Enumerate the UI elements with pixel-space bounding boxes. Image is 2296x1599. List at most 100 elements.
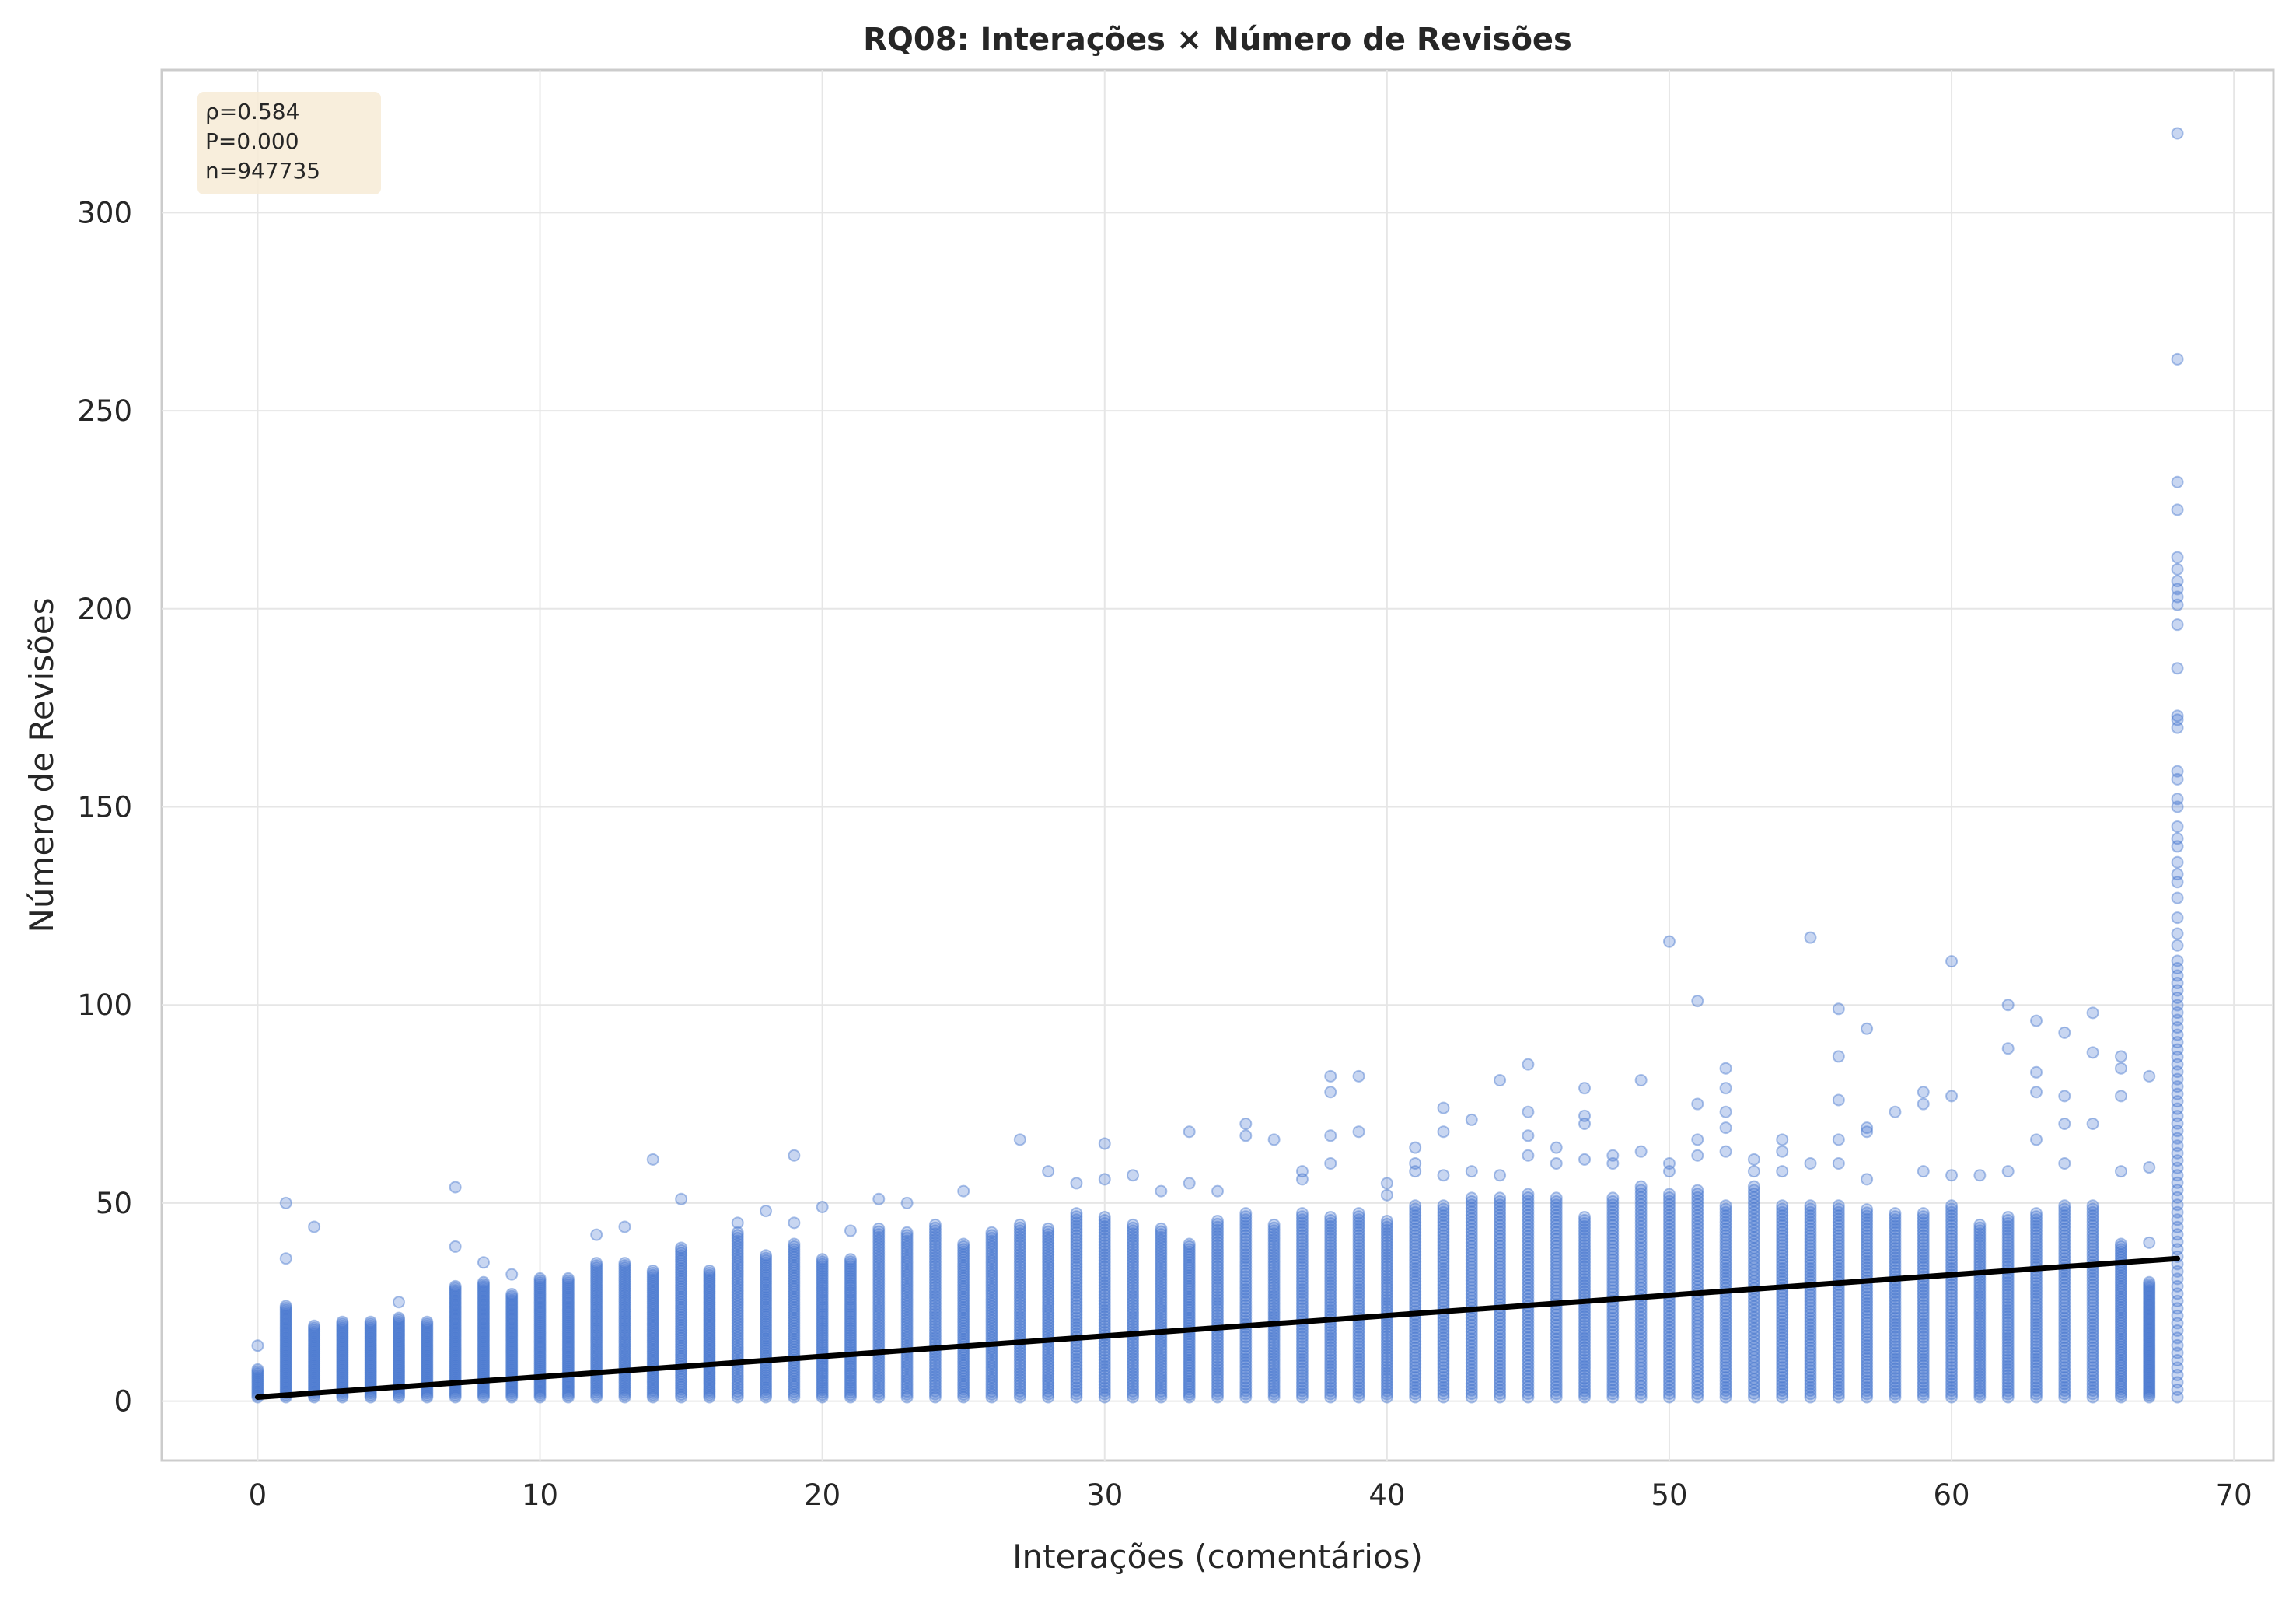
scatter-point (505, 1333, 519, 1346)
scatter-point (279, 1317, 292, 1331)
scatter-point (421, 1337, 434, 1350)
scatter-point (505, 1339, 519, 1352)
scatter-point (449, 1337, 462, 1350)
scatter-point (393, 1321, 406, 1335)
scatter-point (279, 1315, 292, 1328)
scatter-point (279, 1375, 292, 1388)
scatter-point (364, 1345, 377, 1358)
scatter-point (308, 1335, 321, 1349)
scatter-point (393, 1365, 406, 1378)
scatter-point (477, 1333, 490, 1346)
scatter-point (788, 1149, 801, 1162)
scatter-point (336, 1347, 349, 1360)
scatter-point (449, 1311, 462, 1324)
scatter-point (2171, 772, 2184, 786)
scatter-point (421, 1353, 434, 1366)
scatter-point (1437, 1199, 1450, 1212)
scatter-point (364, 1315, 377, 1328)
scatter-point (1719, 1199, 1732, 1212)
scatter-point (816, 1253, 829, 1266)
scatter-point (393, 1343, 406, 1356)
scatter-point (477, 1297, 490, 1310)
scatter-point (279, 1355, 292, 1368)
scatter-point (477, 1296, 490, 1309)
scatter-point (477, 1323, 490, 1336)
scatter-point (251, 1380, 264, 1394)
scatter-point (421, 1343, 434, 1356)
scatter-point (1155, 1222, 1168, 1235)
scatter-point (279, 1339, 292, 1352)
scatter-point (477, 1292, 490, 1305)
scatter-point (421, 1345, 434, 1358)
scatter-point (279, 1361, 292, 1374)
scatter-point (421, 1387, 434, 1400)
scatter-point (251, 1366, 264, 1380)
scatter-point (2001, 1165, 2015, 1178)
scatter-point (1324, 1129, 1337, 1142)
scatter-point (1606, 1156, 1620, 1170)
scatter-point (505, 1321, 519, 1335)
scatter-point (646, 1153, 659, 1166)
scatter-point (449, 1359, 462, 1372)
scatter-point (393, 1371, 406, 1384)
scatter-point (477, 1327, 490, 1340)
scatter-point (1578, 1118, 1592, 1131)
scatter-point (1494, 1169, 1507, 1182)
scatter-point (533, 1388, 547, 1401)
scatter-point (336, 1335, 349, 1349)
scatter-point (1295, 1173, 1309, 1186)
scatter-point (393, 1391, 406, 1404)
scatter-point (308, 1369, 321, 1382)
scatter-point (449, 1301, 462, 1314)
stats-p-value: P=0.000 (205, 128, 299, 154)
scatter-point (336, 1325, 349, 1338)
scatter-point (760, 1249, 773, 1262)
scatter-point (393, 1311, 406, 1324)
scatter-point (364, 1325, 377, 1338)
scatter-point (505, 1384, 519, 1398)
scatter-point (505, 1292, 519, 1305)
scatter-point (364, 1319, 377, 1332)
x-tick-label: 30 (1086, 1478, 1123, 1512)
scatter-point (1522, 1149, 1535, 1162)
scatter-point (364, 1353, 377, 1366)
scatter-point (364, 1323, 377, 1336)
scatter-point (251, 1371, 264, 1384)
scatter-point (477, 1391, 490, 1404)
scatter-point (336, 1373, 349, 1386)
scatter-point (1634, 1073, 1648, 1086)
scatter-point (308, 1345, 321, 1358)
scatter-point (449, 1345, 462, 1358)
scatter-point (533, 1354, 547, 1367)
scatter-point (1437, 1125, 1450, 1139)
scatter-point (449, 1361, 462, 1374)
scatter-point (477, 1282, 490, 1295)
scatter-point (393, 1325, 406, 1338)
scatter-point (364, 1343, 377, 1356)
scatter-point (505, 1357, 519, 1370)
scatter-point (308, 1377, 321, 1390)
scatter-point (251, 1363, 264, 1376)
scatter-point (533, 1384, 547, 1398)
scatter-point (336, 1355, 349, 1368)
scatter-point (533, 1343, 547, 1356)
scatter-point (1719, 1062, 1732, 1075)
scatter-point (279, 1371, 292, 1384)
scatter-point (1861, 1125, 1874, 1139)
scatter-point (308, 1353, 321, 1366)
scatter-point (308, 1366, 321, 1380)
scatter-point (1719, 1121, 1732, 1135)
scatter-point (1409, 1165, 1422, 1178)
scatter-point (477, 1301, 490, 1314)
scatter-point (533, 1380, 547, 1394)
scatter-point (308, 1365, 321, 1378)
scatter-point (2171, 598, 2184, 611)
scatter-point (505, 1300, 519, 1313)
scatter-point (900, 1226, 914, 1239)
scatter-point (1861, 1173, 1874, 1186)
scatter-point (2114, 1165, 2127, 1178)
scatter-point (1437, 1169, 1450, 1182)
scatter-point (308, 1373, 321, 1386)
scatter-point (2058, 1199, 2071, 1212)
